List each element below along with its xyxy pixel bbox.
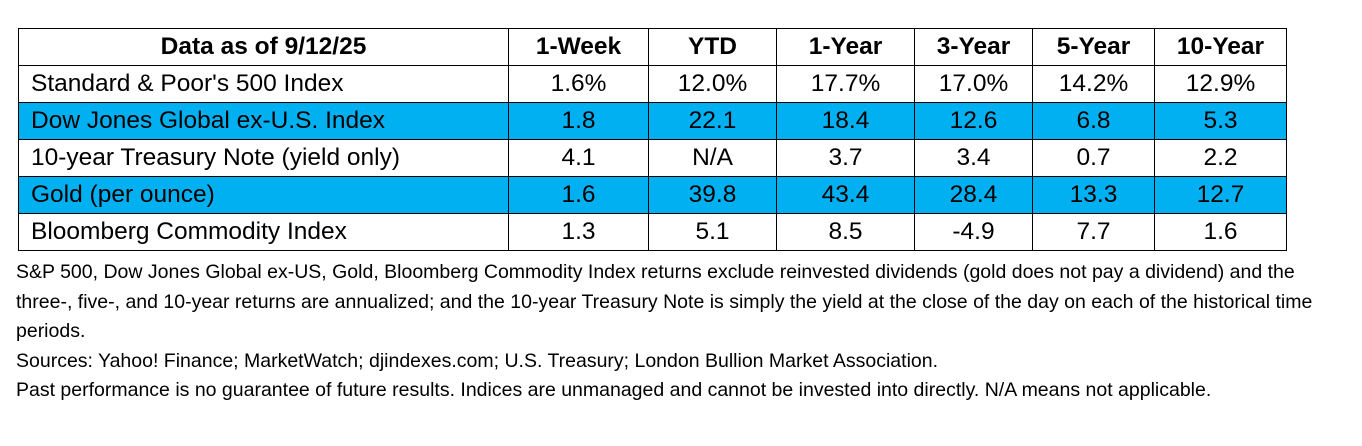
cell-3-year: 12.6 — [914, 102, 1033, 140]
cell-5-year: 0.7 — [1032, 139, 1155, 177]
footnotes: S&P 500, Dow Jones Global ex-US, Gold, B… — [16, 258, 1348, 406]
cell-1-week: 1.6% — [508, 65, 649, 103]
cell-3-year: 17.0% — [914, 65, 1033, 103]
disclaimer-note: Past performance is no guarantee of futu… — [16, 379, 1212, 401]
table-row: Gold (per ounce) 1.6 39.8 43.4 28.4 13.3… — [18, 176, 1287, 214]
header-1-week: 1-Week — [508, 28, 649, 66]
header-5-year: 5-Year — [1032, 28, 1155, 66]
sources-note: Sources: Yahoo! Finance; MarketWatch; dj… — [16, 349, 939, 372]
cell-5-year: 7.7 — [1032, 213, 1155, 251]
header-1-year: 1-Year — [776, 28, 915, 66]
header-10-year: 10-Year — [1154, 28, 1287, 66]
cell-1-year: 17.7% — [776, 65, 915, 103]
cell-ytd: 5.1 — [648, 213, 777, 251]
cell-1-year: 3.7 — [776, 139, 915, 177]
header-ytd: YTD — [648, 28, 777, 66]
cell-5-year: 6.8 — [1032, 102, 1155, 140]
header-3-year: 3-Year — [914, 28, 1033, 66]
cell-3-year: 3.4 — [914, 139, 1033, 177]
market-returns-table: Data as of 9/12/25 1-Week YTD 1-Year 3-Y… — [18, 28, 1287, 251]
cell-5-year: 13.3 — [1032, 176, 1155, 214]
cell-10-year: 5.3 — [1154, 102, 1287, 140]
cell-3-year: 28.4 — [914, 176, 1033, 214]
cell-ytd: 39.8 — [648, 176, 777, 214]
cell-1-week: 1.8 — [508, 102, 649, 140]
cell-1-week: 1.6 — [508, 176, 649, 214]
returns-table-container: Data as of 9/12/25 1-Week YTD 1-Year 3-Y… — [18, 28, 1287, 251]
table-row: 10-year Treasury Note (yield only) 4.1 N… — [18, 139, 1287, 177]
cell-10-year: 2.2 — [1154, 139, 1287, 177]
cell-10-year: 1.6 — [1154, 213, 1287, 251]
row-label: Bloomberg Commodity Index — [18, 213, 509, 251]
cell-1-week: 4.1 — [508, 139, 649, 177]
row-label: 10-year Treasury Note (yield only) — [18, 139, 509, 177]
cell-5-year: 14.2% — [1032, 65, 1155, 103]
row-label: Gold (per ounce) — [18, 176, 509, 214]
cell-10-year: 12.9% — [1154, 65, 1287, 103]
row-label: Dow Jones Global ex-U.S. Index — [18, 102, 509, 140]
table-row: Dow Jones Global ex-U.S. Index 1.8 22.1 … — [18, 102, 1287, 140]
cell-1-year: 18.4 — [776, 102, 915, 140]
cell-1-year: 43.4 — [776, 176, 915, 214]
methodology-note: S&P 500, Dow Jones Global ex-US, Gold, B… — [16, 261, 1313, 342]
table-header-row: Data as of 9/12/25 1-Week YTD 1-Year 3-Y… — [18, 28, 1287, 66]
table-row: Standard & Poor's 500 Index 1.6% 12.0% 1… — [18, 65, 1287, 103]
cell-1-year: 8.5 — [776, 213, 915, 251]
cell-1-week: 1.3 — [508, 213, 649, 251]
header-as-of-date: Data as of 9/12/25 — [18, 28, 509, 66]
cell-ytd: 22.1 — [648, 102, 777, 140]
cell-ytd: N/A — [648, 139, 777, 177]
table-row: Bloomberg Commodity Index 1.3 5.1 8.5 -4… — [18, 213, 1287, 251]
cell-ytd: 12.0% — [648, 65, 777, 103]
cell-3-year: -4.9 — [914, 213, 1033, 251]
cell-10-year: 12.7 — [1154, 176, 1287, 214]
row-label: Standard & Poor's 500 Index — [18, 65, 509, 103]
